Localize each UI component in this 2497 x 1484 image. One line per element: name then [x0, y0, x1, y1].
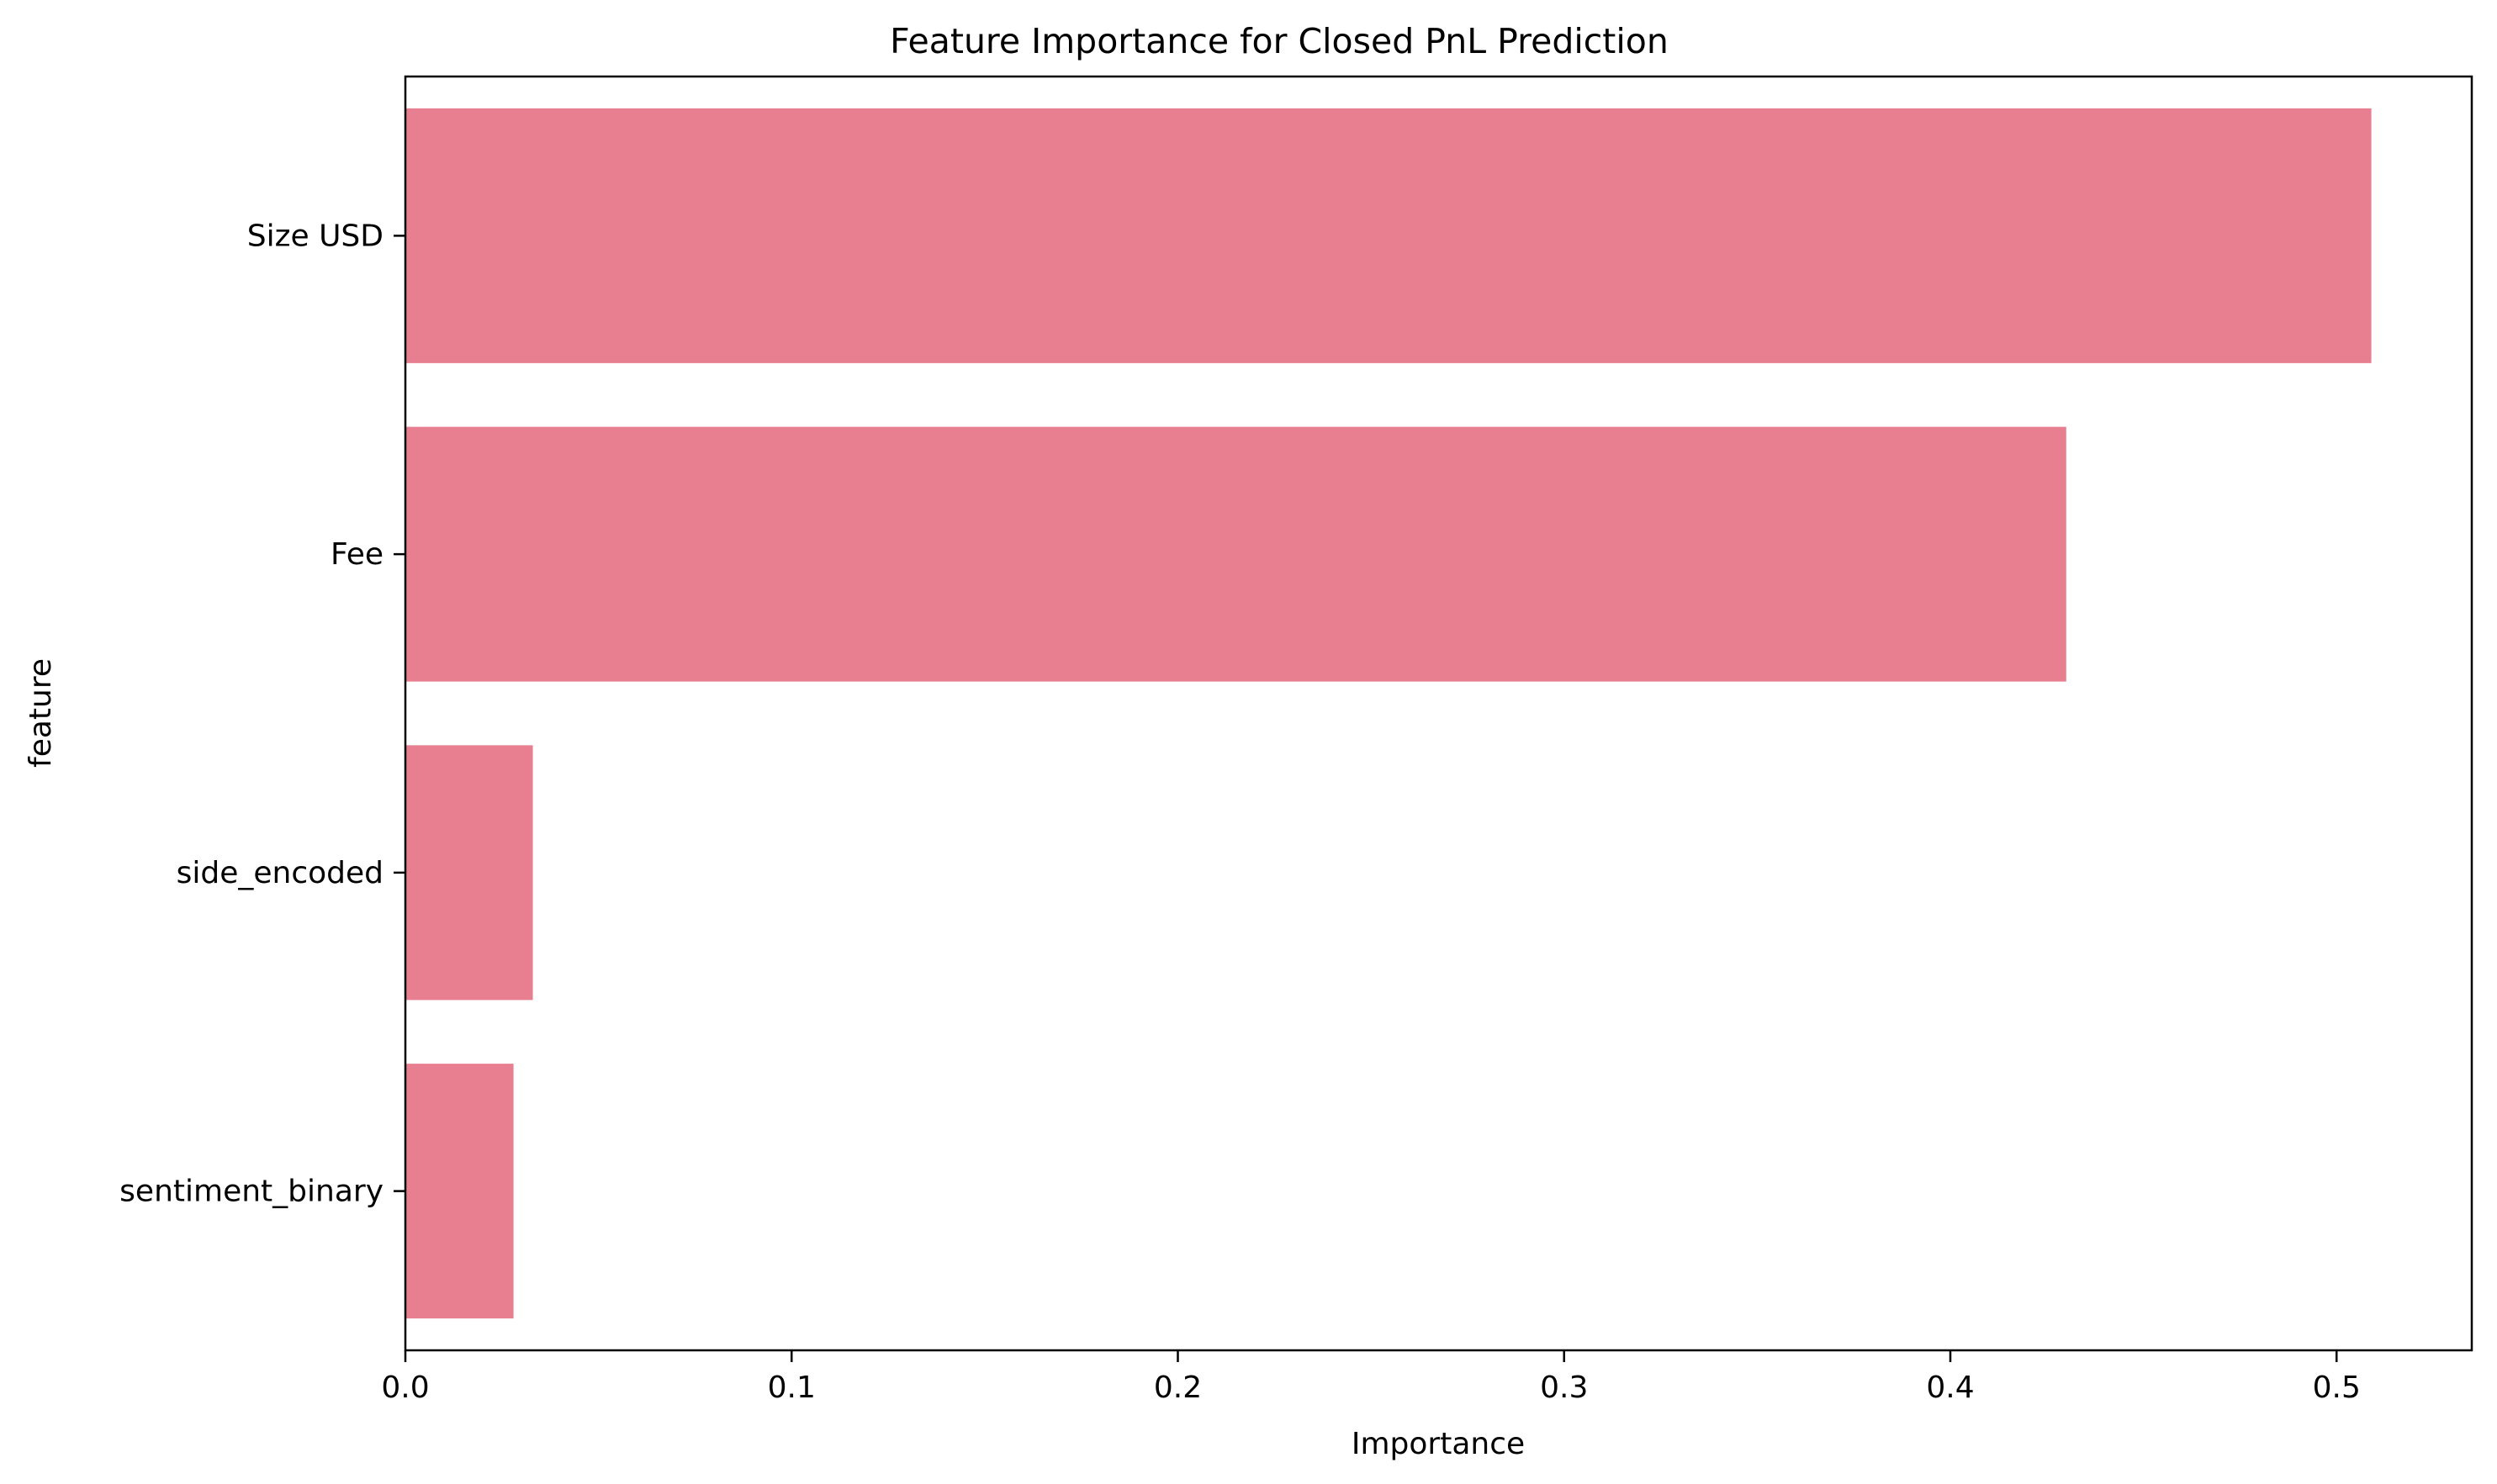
x-tick-label: 0.1 [768, 1370, 816, 1405]
plot-frame [404, 75, 2473, 1352]
bar-side-encoded [405, 745, 533, 1001]
chart-title: Feature Importance for Closed PnL Predic… [890, 21, 1669, 61]
y-tick-label: Size USD [247, 219, 384, 253]
x-axis-label: Importance [1352, 1427, 1525, 1461]
bar-sentiment-binary [405, 1064, 514, 1319]
x-tick-label: 0.4 [1926, 1370, 1974, 1405]
y-tick-label: side_encoded [177, 856, 384, 890]
y-axis-label: feature [24, 658, 58, 768]
bar-size-usd [405, 108, 2372, 363]
x-tick-label: 0.2 [1154, 1370, 1202, 1405]
y-tick-label: Fee [331, 537, 384, 572]
y-tick-label: sentiment_binary [119, 1175, 384, 1209]
x-tick-label: 0.0 [381, 1370, 429, 1405]
bar-fee [405, 426, 2066, 682]
ticks-layer: Size USD Fee side_encoded sentiment_binary 0… [119, 219, 2361, 1405]
x-tick-label: 0.5 [2313, 1370, 2361, 1405]
bars-layer [405, 108, 2372, 1319]
x-tick-label: 0.3 [1540, 1370, 1588, 1405]
